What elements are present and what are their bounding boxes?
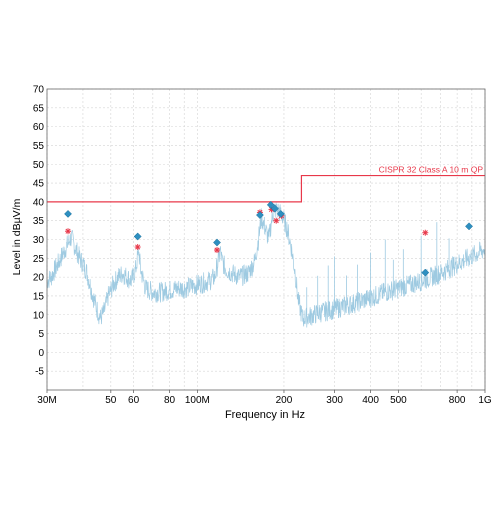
x-tick-label: 500 (390, 395, 407, 406)
y-tick-label: 70 (33, 85, 45, 96)
x-axis-label: Frequency in Hz (225, 409, 305, 421)
limit-line (47, 174, 485, 203)
y-tick-label: 0 (38, 348, 44, 359)
y-tick-label: -5 (35, 367, 44, 378)
peak-marker (273, 217, 280, 224)
x-tick-label: 80 (164, 395, 176, 406)
x-tick-label: 800 (449, 395, 466, 406)
limit-line-label: CISPR 32 Class A 10 m QP (379, 165, 484, 175)
qp-marker (255, 211, 264, 219)
plot-frame (46, 88, 486, 391)
y-tick-label: 60 (33, 122, 45, 133)
qp-marker (266, 200, 275, 209)
y-tick-label: 45 (33, 179, 45, 190)
y-tick-label: 25 (33, 254, 45, 265)
x-tick-label: 1G (478, 395, 492, 406)
y-tick-label: 5 (38, 329, 44, 340)
y-tick-label: 40 (33, 197, 45, 208)
qp-marker (133, 232, 142, 241)
x-tick-label: 30M (37, 395, 56, 406)
y-axis-label: Level in dBµV/m (11, 198, 23, 275)
qp-marker (276, 209, 285, 218)
trace-layer (46, 202, 486, 328)
qp-marker (421, 268, 430, 277)
x-tick-label: 50 (105, 395, 117, 406)
qp-marker (64, 209, 72, 218)
limit-layer: CISPR 32 Class A 10 m QP (47, 165, 485, 203)
qp-marker (270, 204, 279, 213)
x-tick-label: 60 (128, 395, 140, 406)
y-tick-label: 65 (33, 103, 45, 114)
peak-marker (213, 247, 220, 254)
peak-marker (422, 229, 429, 236)
x-tick-label: 100M (185, 395, 210, 406)
measurement-trace (46, 202, 486, 328)
y-tick-label: 55 (33, 141, 45, 152)
qp-marker (213, 238, 221, 247)
peak-marker (65, 228, 72, 235)
marker-layer (64, 200, 473, 277)
axis-layer: -5 0 5 10 15 20 25 30 35 40 45 50 55 60 65 70 30M 50 60 80 1… (33, 85, 492, 407)
y-tick-label: 35 (33, 216, 45, 227)
x-tick-label: 400 (362, 395, 379, 406)
y-tick-label: 15 (33, 291, 45, 302)
y-tick-label: 50 (33, 160, 45, 171)
y-tick-label: 30 (33, 235, 45, 246)
y-tick-label: 20 (33, 273, 45, 284)
grid-layer (46, 88, 486, 390)
x-tick-label: 200 (276, 395, 293, 406)
peak-marker (134, 244, 141, 251)
y-tick-label: 10 (33, 310, 45, 321)
x-tick-label: 300 (326, 395, 343, 406)
qp-marker (465, 222, 473, 231)
